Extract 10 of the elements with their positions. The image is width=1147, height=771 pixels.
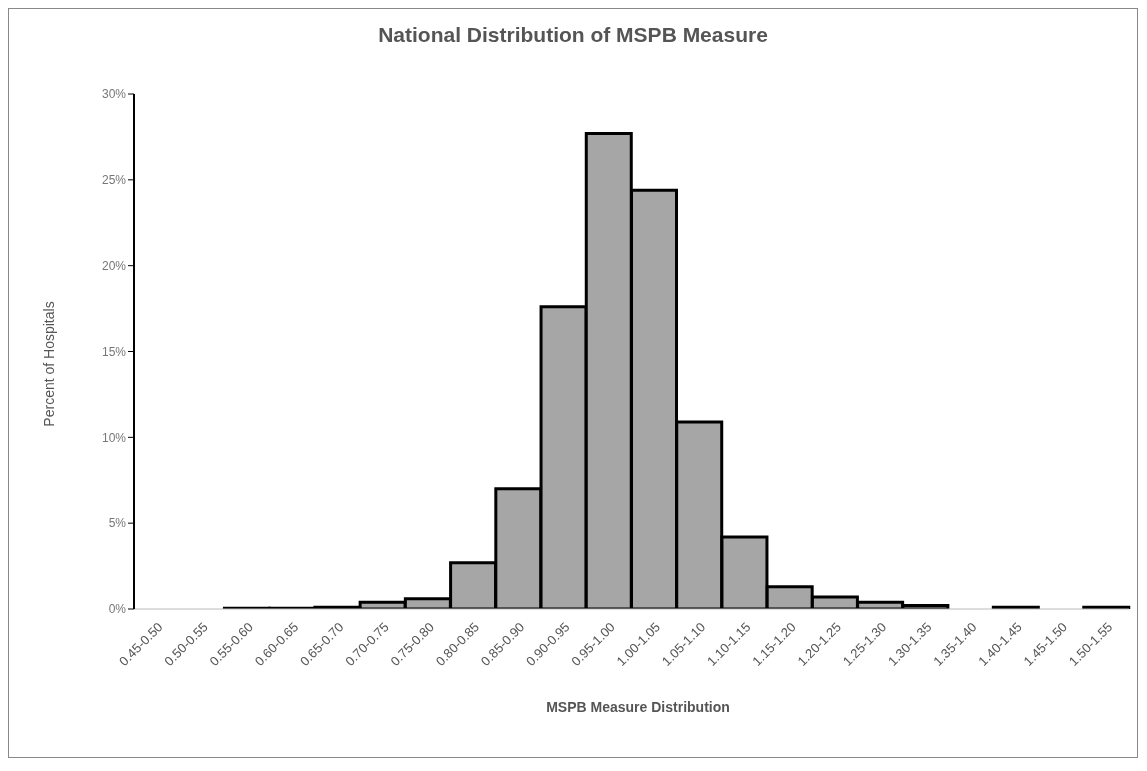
y-tick-label: 30% (101, 87, 127, 102)
y-tick-label: 0% (108, 602, 127, 617)
y-tick-label: 5% (108, 516, 127, 531)
y-tick-label: 10% (101, 430, 127, 445)
y-tick-label: 20% (101, 258, 127, 273)
y-tick-label: 15% (101, 344, 127, 359)
chart-title: National Distribution of MSPB Measure (377, 23, 769, 47)
x-axis-title: MSPB Measure Distribution (545, 699, 731, 715)
y-tick-label: 25% (101, 173, 127, 188)
y-axis-title: Percent of Hospitals (41, 301, 57, 427)
